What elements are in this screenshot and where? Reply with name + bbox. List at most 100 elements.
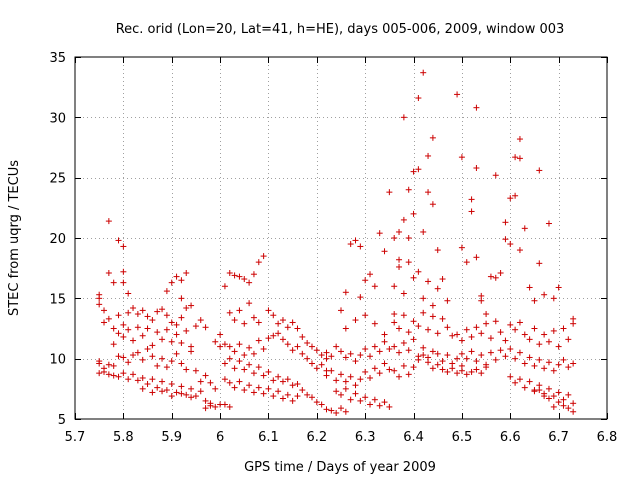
data-point bbox=[362, 277, 369, 284]
data-point bbox=[555, 399, 562, 406]
data-points bbox=[96, 69, 577, 416]
data-point bbox=[130, 304, 137, 311]
data-point bbox=[531, 362, 538, 369]
data-point bbox=[173, 350, 180, 357]
data-point bbox=[328, 353, 335, 360]
data-point bbox=[565, 391, 572, 398]
data-point bbox=[512, 154, 519, 161]
data-point bbox=[328, 367, 335, 374]
data-point bbox=[96, 301, 103, 308]
data-point bbox=[144, 313, 151, 320]
y-tick-label: 20 bbox=[49, 232, 66, 247]
data-point bbox=[560, 356, 567, 363]
data-point bbox=[159, 306, 166, 313]
data-point bbox=[483, 320, 490, 327]
data-point bbox=[188, 302, 195, 309]
data-point bbox=[531, 387, 538, 394]
data-point bbox=[371, 396, 378, 403]
data-point bbox=[279, 336, 286, 343]
data-point bbox=[304, 355, 311, 362]
data-point bbox=[101, 319, 108, 326]
x-tick-label: 6.2 bbox=[306, 430, 327, 445]
data-point bbox=[192, 367, 199, 374]
data-point bbox=[236, 307, 243, 314]
data-point bbox=[434, 330, 441, 337]
data-point bbox=[110, 362, 117, 369]
data-point bbox=[468, 196, 475, 203]
data-point bbox=[159, 388, 166, 395]
data-point bbox=[163, 312, 170, 319]
data-point bbox=[173, 331, 180, 338]
data-point bbox=[545, 385, 552, 392]
data-point bbox=[444, 324, 451, 331]
data-point bbox=[545, 338, 552, 345]
y-tick-label: 15 bbox=[49, 292, 66, 307]
data-point bbox=[478, 330, 485, 337]
data-point bbox=[105, 371, 112, 378]
data-point bbox=[265, 368, 272, 375]
data-point bbox=[391, 235, 398, 241]
data-point bbox=[323, 406, 330, 413]
data-point bbox=[391, 319, 398, 326]
data-point bbox=[163, 288, 170, 295]
data-point bbox=[565, 336, 572, 343]
data-point bbox=[429, 348, 436, 355]
data-point bbox=[149, 317, 156, 324]
data-point bbox=[163, 364, 170, 371]
data-point bbox=[134, 311, 141, 318]
data-point bbox=[396, 263, 403, 270]
data-point bbox=[120, 354, 127, 361]
data-point bbox=[507, 346, 514, 353]
data-point bbox=[425, 278, 432, 285]
data-point bbox=[173, 273, 180, 280]
x-tick-label: 5.8 bbox=[113, 430, 134, 445]
data-point bbox=[178, 295, 185, 302]
data-point bbox=[154, 362, 161, 369]
data-point bbox=[473, 358, 480, 365]
data-point bbox=[429, 365, 436, 372]
data-point bbox=[308, 394, 315, 401]
data-point bbox=[570, 408, 577, 415]
data-point bbox=[241, 387, 248, 394]
data-point bbox=[396, 325, 403, 332]
data-point bbox=[120, 321, 127, 328]
data-point bbox=[560, 402, 567, 409]
data-point bbox=[405, 259, 412, 266]
data-point bbox=[246, 344, 253, 351]
data-point bbox=[478, 370, 485, 377]
data-point bbox=[231, 272, 238, 279]
data-point bbox=[434, 285, 441, 292]
data-point bbox=[570, 360, 577, 367]
data-point bbox=[400, 339, 407, 346]
data-point bbox=[255, 319, 262, 326]
data-point bbox=[207, 402, 214, 409]
data-point bbox=[367, 353, 374, 360]
data-point bbox=[381, 248, 388, 255]
data-point bbox=[333, 343, 340, 350]
data-point bbox=[478, 352, 485, 359]
data-point bbox=[371, 283, 378, 290]
data-point bbox=[231, 365, 238, 372]
data-point bbox=[410, 318, 417, 325]
data-point bbox=[483, 361, 490, 368]
data-point bbox=[241, 276, 248, 283]
data-point bbox=[299, 333, 306, 340]
data-point bbox=[420, 69, 427, 76]
data-point bbox=[308, 343, 315, 350]
data-point bbox=[444, 352, 451, 359]
data-point bbox=[168, 319, 175, 326]
data-point bbox=[125, 290, 132, 297]
data-point bbox=[183, 304, 190, 311]
data-point bbox=[570, 315, 577, 322]
data-point bbox=[188, 394, 195, 401]
data-point bbox=[565, 405, 572, 412]
data-point bbox=[468, 368, 475, 375]
data-point bbox=[386, 346, 393, 353]
axis-ticks bbox=[75, 57, 608, 420]
data-point bbox=[410, 364, 417, 371]
data-point bbox=[115, 237, 122, 244]
data-point bbox=[516, 319, 523, 326]
data-point bbox=[391, 283, 398, 290]
data-point bbox=[188, 385, 195, 392]
data-point bbox=[313, 347, 320, 354]
